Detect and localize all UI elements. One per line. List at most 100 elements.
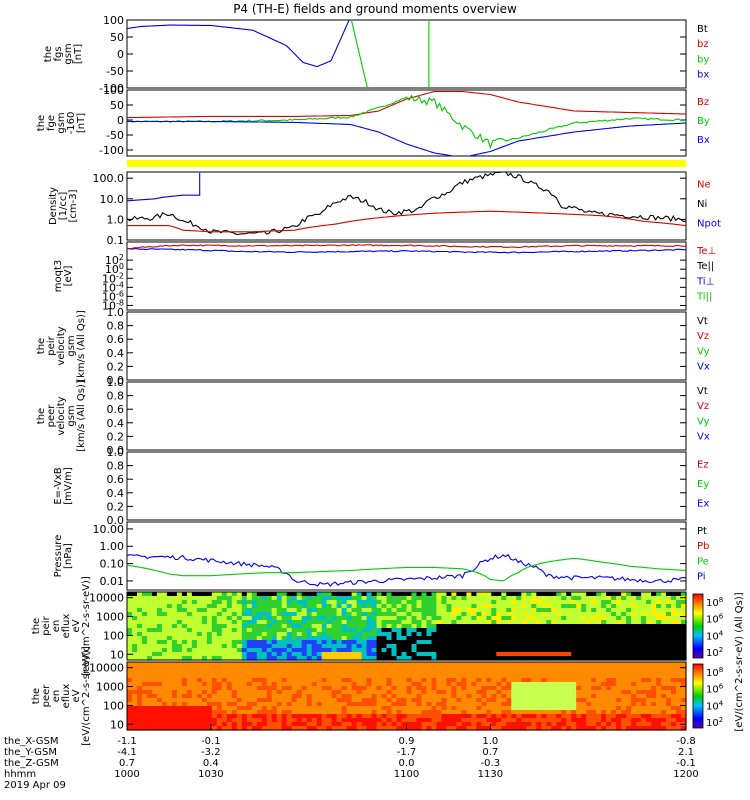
peer_eflux-heatmap-cell bbox=[406, 698, 413, 703]
peir_eflux-heatmap-cell bbox=[641, 644, 647, 649]
peer_eflux-heatmap-cell bbox=[441, 718, 447, 723]
peer_eflux-heatmap-cell bbox=[611, 726, 617, 731]
peir_eflux-heatmap-cell bbox=[236, 620, 243, 625]
peir_eflux-heatmap-cell bbox=[551, 604, 557, 609]
peir_eflux-heatmap-cell bbox=[406, 648, 413, 653]
peir_eflux-heatmap-cell bbox=[561, 592, 567, 597]
peer_eflux-heatmap-cell bbox=[461, 666, 467, 671]
peer_eflux-heatmap-cell bbox=[231, 722, 238, 727]
peir_eflux-heatmap-cell bbox=[591, 600, 597, 605]
peer_eflux-heatmap-cell bbox=[231, 698, 238, 703]
peir_eflux-heatmap-cell bbox=[331, 620, 338, 625]
peer_eflux-heatmap-cell bbox=[371, 714, 378, 719]
moments_density-ylabel: Density bbox=[48, 187, 59, 225]
peir_eflux-heatmap-cell bbox=[601, 592, 607, 597]
peir_eflux-heatmap-cell bbox=[311, 592, 318, 597]
peir_eflux-heatmap-cell bbox=[176, 620, 183, 625]
peer_eflux-heatmap-cell bbox=[571, 694, 577, 699]
peer_eflux-heatmap-cell bbox=[486, 722, 492, 727]
peir_eflux-heatmap-cell bbox=[646, 656, 652, 661]
peir_eflux-heatmap-cell bbox=[431, 600, 438, 605]
peir_eflux-heatmap-cell bbox=[361, 612, 368, 617]
peir_eflux-heatmap-cell bbox=[381, 628, 388, 633]
peer_eflux-heatmap-cell bbox=[271, 718, 278, 723]
peir_eflux-heatmap-cell bbox=[161, 616, 168, 621]
peer_eflux-heatmap-cell bbox=[366, 714, 373, 719]
peir_eflux-heatmap-cell bbox=[196, 616, 203, 621]
peir_eflux-heatmap-cell bbox=[356, 628, 363, 633]
peir_eflux-heatmap-cell bbox=[401, 596, 408, 601]
peer_eflux-heatmap-cell bbox=[596, 714, 602, 719]
peir_eflux-heatmap-cell bbox=[636, 644, 642, 649]
peer_eflux-heatmap-cell bbox=[566, 698, 572, 703]
peer_eflux-heatmap-cell bbox=[351, 726, 358, 731]
peir_eflux-heatmap-cell bbox=[561, 656, 567, 661]
peir_eflux-heatmap-cell bbox=[451, 592, 457, 597]
peer_eflux-heatmap-cell bbox=[231, 682, 238, 687]
peir_eflux-heatmap-cell bbox=[366, 608, 373, 613]
peir_eflux-heatmap-cell bbox=[436, 620, 442, 625]
peir_eflux-heatmap-cell bbox=[606, 612, 612, 617]
peir_eflux-heatmap-cell bbox=[466, 624, 472, 629]
peir_eflux-heatmap-cell bbox=[301, 656, 308, 661]
peir_eflux-heatmap-cell bbox=[196, 608, 203, 613]
peir_eflux-heatmap-cell bbox=[661, 656, 667, 661]
peir_eflux-heatmap-cell bbox=[651, 596, 657, 601]
peer_eflux-heatmap-cell bbox=[466, 682, 472, 687]
peir_eflux-heatmap-cell bbox=[506, 612, 512, 617]
orbit-row-value: 0.4 bbox=[203, 758, 219, 769]
peer_eflux-heatmap-cell bbox=[241, 702, 248, 707]
peer_eflux-heatmap-cell bbox=[256, 674, 263, 679]
peer_eflux-heatmap-cell bbox=[381, 678, 388, 683]
peer_eflux-heatmap-cell bbox=[446, 682, 452, 687]
peer_eflux-heatmap-cell bbox=[281, 686, 288, 691]
peir_eflux-heatmap-cell bbox=[356, 596, 363, 601]
peer_eflux-heatmap-cell bbox=[456, 718, 462, 723]
peer_eflux-heatmap-cell bbox=[546, 726, 552, 731]
peer_eflux-heatmap-cell bbox=[191, 682, 198, 687]
peir_eflux-heatmap-cell bbox=[376, 648, 383, 653]
peir_eflux-heatmap-cell bbox=[506, 596, 512, 601]
peir_eflux-heatmap-cell bbox=[561, 632, 567, 637]
peer_eflux-heatmap-cell bbox=[176, 666, 183, 671]
peer_eflux-heatmap-cell bbox=[471, 726, 477, 731]
peer_eflux-heatmap-cell bbox=[676, 710, 682, 715]
peer_eflux-heatmap-cell bbox=[137, 718, 143, 723]
peir_eflux-heatmap-cell bbox=[641, 608, 647, 613]
peir_eflux-heatmap-cell bbox=[516, 608, 522, 613]
peir_eflux-heatmap-cell bbox=[251, 632, 258, 637]
peer_eflux-heatmap-cell bbox=[661, 698, 667, 703]
peer_eflux-heatmap-cell bbox=[401, 694, 408, 699]
peer_eflux-heatmap-cell bbox=[226, 666, 233, 671]
peir_eflux-heatmap-cell bbox=[421, 612, 428, 617]
peir_eflux-heatmap-cell bbox=[181, 596, 188, 601]
peir_eflux-heatmap-cell bbox=[206, 600, 213, 605]
peer_eflux-heatmap-cell bbox=[236, 714, 243, 719]
peir_eflux-heatmap-cell bbox=[461, 600, 467, 605]
peer_eflux-heatmap-cell bbox=[401, 690, 408, 695]
peer_eflux-heatmap-cell bbox=[586, 686, 592, 691]
peir_eflux-heatmap-cell bbox=[461, 640, 467, 645]
peir_eflux-heatmap-cell bbox=[446, 640, 452, 645]
peir_eflux-heatmap-cell bbox=[506, 600, 512, 605]
peer_eflux-heatmap-cell bbox=[147, 662, 153, 667]
peir_eflux-heatmap-cell bbox=[147, 632, 153, 637]
peir_eflux-heatmap-cell bbox=[206, 644, 213, 649]
peer_eflux-heatmap-cell bbox=[586, 678, 592, 683]
peir_eflux-heatmap-cell bbox=[666, 656, 672, 661]
peir_eflux-heatmap-cell bbox=[466, 596, 472, 601]
peir_eflux-heatmap-cell bbox=[611, 592, 617, 597]
peer_eflux-heatmap-cell bbox=[351, 678, 358, 683]
peer_eflux-heatmap-cell bbox=[481, 714, 487, 719]
peer_eflux-heatmap-cell bbox=[266, 718, 273, 723]
peer_eflux-heatmap-cell bbox=[211, 674, 218, 679]
peer_eflux-heatmap-cell bbox=[621, 726, 627, 731]
peir_eflux-heatmap-cell bbox=[221, 640, 228, 645]
peer_eflux-heatmap-cell bbox=[476, 670, 482, 675]
moments_density-frame bbox=[126, 171, 687, 241]
peer_eflux-heatmap-cell bbox=[361, 662, 368, 667]
peer_eflux-heatmap-cell bbox=[386, 662, 393, 667]
peer_eflux-heatmap-cell bbox=[396, 722, 403, 727]
peir_eflux-heatmap-cell bbox=[441, 632, 447, 637]
peir_eflux-heatmap-cell bbox=[226, 640, 233, 645]
